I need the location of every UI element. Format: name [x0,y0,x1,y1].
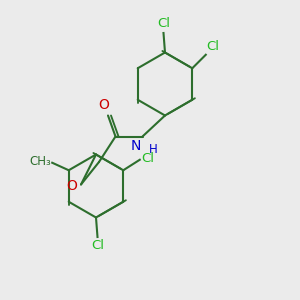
Text: O: O [67,179,77,193]
Text: Cl: Cl [141,152,154,165]
Text: Cl: Cl [91,239,104,252]
Text: CH₃: CH₃ [29,155,51,168]
Text: O: O [98,98,109,112]
Text: Cl: Cl [206,40,219,53]
Text: N: N [130,140,141,154]
Text: Cl: Cl [157,17,170,30]
Text: H: H [149,143,158,156]
